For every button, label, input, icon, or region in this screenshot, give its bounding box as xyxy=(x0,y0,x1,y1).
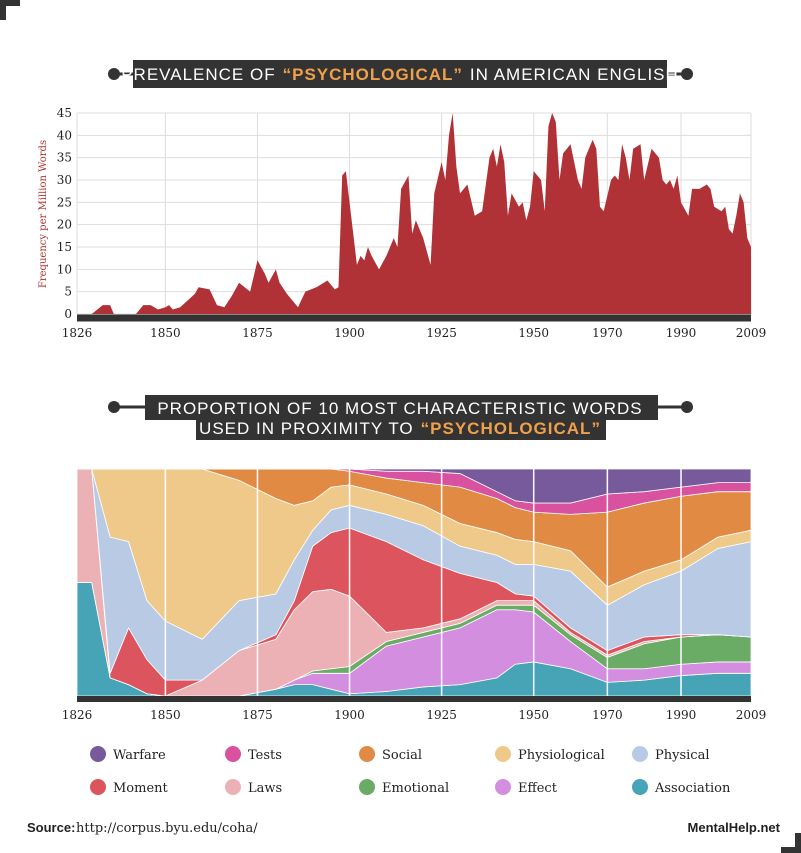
y-axis-label: Frequency per Million Words xyxy=(38,140,49,288)
legend-swatch xyxy=(90,746,106,762)
x-tick-label: 1900 xyxy=(334,708,365,722)
x-tick-label: 2009 xyxy=(736,326,767,340)
x-tick-label: 1925 xyxy=(426,708,457,722)
legend-swatch xyxy=(632,779,648,795)
x-tick-label: 1950 xyxy=(518,708,549,722)
x-tick-label: 1950 xyxy=(518,326,549,340)
legend-swatch xyxy=(225,779,241,795)
x-tick-label: 1925 xyxy=(426,326,457,340)
legend-item: Social xyxy=(359,746,422,763)
chart-title: USED IN PROXIMITY TO “PSYCHOLOGICAL” xyxy=(199,419,601,438)
legend-swatch xyxy=(225,746,241,762)
legend-item: Laws xyxy=(225,779,282,796)
legend-label: Social xyxy=(382,748,422,763)
legend-swatch xyxy=(495,779,511,795)
legend-item: Moment xyxy=(90,779,169,796)
y-tick-label: 15 xyxy=(57,240,72,254)
legend-swatch xyxy=(90,779,106,795)
legend-item: Physical xyxy=(632,746,709,763)
y-tick-label: 0 xyxy=(64,307,72,321)
x-tick-label: 1900 xyxy=(334,326,365,340)
legend-label: Warfare xyxy=(113,748,166,763)
x-tick-label: 1850 xyxy=(150,708,181,722)
corner xyxy=(0,0,20,20)
legend-item: Tests xyxy=(225,746,282,763)
banner: PREVALENCE OF “PSYCHOLOGICAL” IN AMERICAN … xyxy=(108,60,693,88)
x-tick-label: 1990 xyxy=(666,708,697,722)
legend-label: Tests xyxy=(248,748,282,763)
x-tick-label: 1970 xyxy=(592,326,623,340)
legend-item: Physiological xyxy=(495,746,605,763)
legend-item: Emotional xyxy=(359,779,449,796)
legend-swatch xyxy=(359,746,375,762)
y-tick-label: 35 xyxy=(57,151,72,165)
source-label: Source: xyxy=(27,820,75,835)
legend-label: Association xyxy=(654,781,731,796)
x-tick-label: 1875 xyxy=(242,708,273,722)
legend-item: Association xyxy=(632,779,731,796)
brand: MentalHelp.net xyxy=(688,820,781,835)
legend-item: Warfare xyxy=(90,746,166,763)
y-tick-label: 10 xyxy=(57,262,72,276)
legend-swatch xyxy=(359,779,375,795)
legend-label: Laws xyxy=(248,781,282,796)
y-tick-label: 20 xyxy=(57,218,72,232)
y-tick-label: 45 xyxy=(57,106,72,120)
legend-swatch xyxy=(632,746,648,762)
legend-item: Effect xyxy=(495,779,558,796)
x-tick-label: 1970 xyxy=(592,708,623,722)
stacked-area xyxy=(77,468,752,504)
x-tick-label: 1850 xyxy=(150,326,181,340)
legend-label: Physiological xyxy=(518,748,605,763)
legend-swatch xyxy=(495,746,511,762)
chart-title: PROPORTION OF 10 MOST CHARACTERISTIC WOR… xyxy=(157,399,642,418)
x-tick-label: 2009 xyxy=(736,708,767,722)
y-tick-label: 5 xyxy=(64,285,72,299)
source-url: http://corpus.byu.edu/coha/ xyxy=(76,821,258,836)
y-tick-label: 30 xyxy=(57,173,72,187)
legend-label: Effect xyxy=(518,781,558,796)
y-tick-label: 25 xyxy=(57,195,72,209)
area xyxy=(77,113,751,314)
x-tick-label: 1826 xyxy=(62,326,93,340)
x-tick-label: 1875 xyxy=(242,326,273,340)
legend-label: Physical xyxy=(655,748,709,763)
banner: PROPORTION OF 10 MOST CHARACTERISTIC WOR… xyxy=(108,395,693,440)
y-tick-label: 40 xyxy=(57,128,72,142)
x-tick-label: 1826 xyxy=(62,708,93,722)
legend-label: Emotional xyxy=(382,781,449,796)
x-tick-label: 1990 xyxy=(666,326,697,340)
corner xyxy=(781,833,801,853)
legend-label: Moment xyxy=(113,781,169,796)
chart-title: PREVALENCE OF “PSYCHOLOGICAL” IN AMERICAN … xyxy=(121,65,679,84)
